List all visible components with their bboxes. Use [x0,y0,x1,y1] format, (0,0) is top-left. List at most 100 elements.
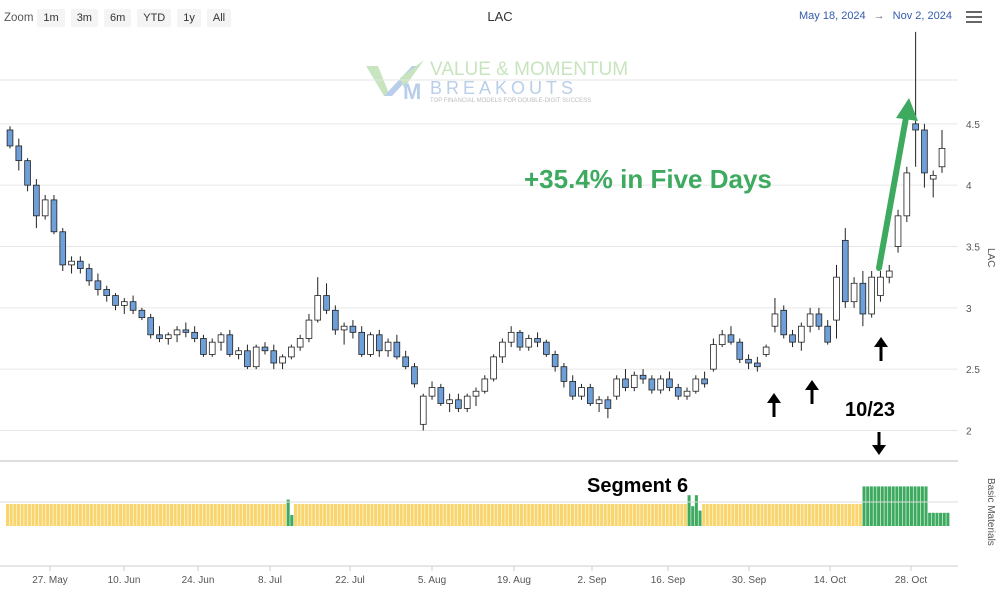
candle-body [24,160,31,186]
sector-bar [9,504,13,526]
candle-body [587,387,594,404]
sector-bar [468,504,472,526]
sector-bar [261,504,265,526]
sector-bar [279,504,283,526]
sector-bar [895,486,899,526]
range-to[interactable]: Nov 2, 2024 [892,10,952,22]
zoom-all-button[interactable]: All [206,9,232,27]
hamburger-menu-icon[interactable] [962,8,986,26]
candle [780,305,788,339]
candle [525,334,533,351]
candle [112,293,119,311]
candle [806,307,814,333]
sector-bar [603,504,607,526]
sector-bar [46,504,50,526]
candle [235,347,242,360]
candle-body [499,341,506,358]
sector-bar [210,504,214,526]
sector-bar [348,504,352,526]
sector-bar [67,504,72,526]
sector-bar [581,504,585,526]
sector-bar [924,486,928,526]
candle [208,338,216,357]
sector-bar [632,504,636,526]
x-tick-label: 2. Sep [578,575,607,586]
candle [648,375,656,394]
sector-bar [935,512,939,526]
candle-body [349,325,357,333]
sector-bar [826,504,830,526]
candle [129,295,137,314]
candle [15,138,23,171]
candle-body [288,346,295,358]
sector-bar [778,504,782,526]
sector-bar [727,504,731,526]
candle [499,338,506,364]
zoom-1y-button[interactable]: 1y [177,9,201,27]
candle-body [798,325,805,343]
candle-body [235,350,242,355]
candle-body [138,309,146,319]
sector-bar [585,504,589,526]
candle [516,329,524,351]
candle [402,350,409,370]
sector-bar [734,504,739,526]
candle [771,298,779,333]
sector-bar [89,504,93,526]
candle-body [710,344,717,370]
range-from[interactable]: May 18, 2024 [799,10,866,22]
candle [912,31,919,167]
sector-bar [38,504,42,526]
candle-body [270,350,278,364]
sector-bar [140,504,144,526]
candle-body [393,341,401,358]
sector-bar [93,504,97,526]
x-tick-label: 5. Aug [418,575,446,586]
sector-bar [268,504,272,526]
zoom-1m-button[interactable]: 1m [37,9,65,27]
sector-bar [326,504,330,526]
sector-bar [724,504,728,526]
sector-bar [6,504,10,526]
candle-body [806,313,814,327]
sector-bar [589,504,593,526]
candle [859,271,867,327]
zoom-ytd-button[interactable]: YTD [137,9,172,27]
sector-bar [406,504,410,526]
x-tick-label: 24. Jun [182,575,215,586]
sector-bar [687,495,691,526]
sector-bar [228,504,232,526]
sector-bar [377,504,381,526]
sector-bar [629,504,633,526]
candle [481,375,489,394]
zoom-6m-button[interactable]: 6m [103,9,132,27]
candle-body [613,378,620,397]
candle-body [419,395,427,425]
sector-bar [658,504,662,526]
zoom-3m-button[interactable]: 3m [70,9,98,27]
sector-bar [508,504,513,526]
watermark-tagline: TOP FINANCIAL MODELS FOR DOUBLE-DIGIT SU… [430,98,591,104]
candle [314,277,322,323]
sector-bar [173,504,177,526]
sector-bar [20,504,24,526]
date-range[interactable]: May 18, 2024 → Nov 2, 2024 [799,10,952,22]
sector-bar [465,504,469,526]
sector-bar [833,504,837,526]
candle [745,354,752,370]
candle-body [261,346,269,352]
sector-bar [731,504,735,526]
candle-body [824,325,831,343]
candle-body [534,338,541,343]
candle [833,264,840,339]
sector-bar [694,495,698,526]
sector-bar [771,504,775,526]
sector-bar [596,504,600,526]
candle [701,371,708,388]
sector-bar [716,504,720,526]
candle-body [789,334,796,343]
sector-bar [764,504,768,526]
candle-body [762,346,770,355]
sector-bar [31,504,35,526]
sector-bar [414,504,418,526]
